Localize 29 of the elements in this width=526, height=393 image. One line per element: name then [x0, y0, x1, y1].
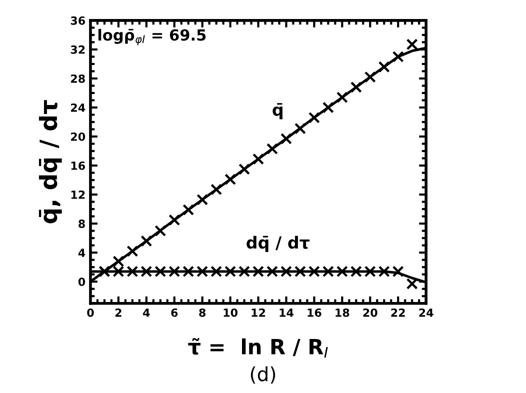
y-tick-label: 0	[78, 278, 86, 286]
x-tick-label: 8	[199, 308, 206, 317]
x-tick-label: 6	[171, 308, 178, 317]
y-tick-label: 32	[70, 45, 85, 54]
x-tick-label: 20	[363, 308, 378, 317]
annotation: logρ̄$_{φI}$ = 69.5	[98, 28, 206, 46]
x-axis-title: τ̃ = ln R / R$_{I}$	[188, 338, 328, 358]
x-tick-label: 22	[391, 308, 405, 317]
y-tick-label: 8	[78, 220, 85, 228]
y-tick-label: 12	[71, 190, 85, 199]
y-tick-label: 28	[71, 74, 85, 83]
y-tick-label: 4	[78, 248, 86, 257]
y-tick-label: 24	[71, 103, 86, 112]
y-axis-title: q̄, dq̄ / dτ	[38, 100, 62, 224]
series-label: dq̄ / dτ	[246, 236, 310, 252]
y-tick-label: 20	[71, 132, 86, 141]
x-tick-label: 16	[308, 308, 322, 317]
x-tick-label: 12	[252, 308, 266, 317]
x-tick-label: 10	[224, 308, 238, 317]
y-tick-label: 16	[71, 162, 86, 170]
x-tick-label: 0	[87, 308, 94, 317]
x-tick-label: 4	[143, 308, 150, 317]
x-tick-label: 24	[419, 308, 434, 317]
y-tick-label: 36	[70, 16, 86, 25]
x-tick-label: 18	[336, 308, 350, 317]
x-tick-label: 14	[280, 308, 294, 317]
text: (d)	[250, 366, 276, 384]
series-label: q̄	[272, 103, 282, 120]
x-tick-label: 2	[115, 308, 122, 317]
